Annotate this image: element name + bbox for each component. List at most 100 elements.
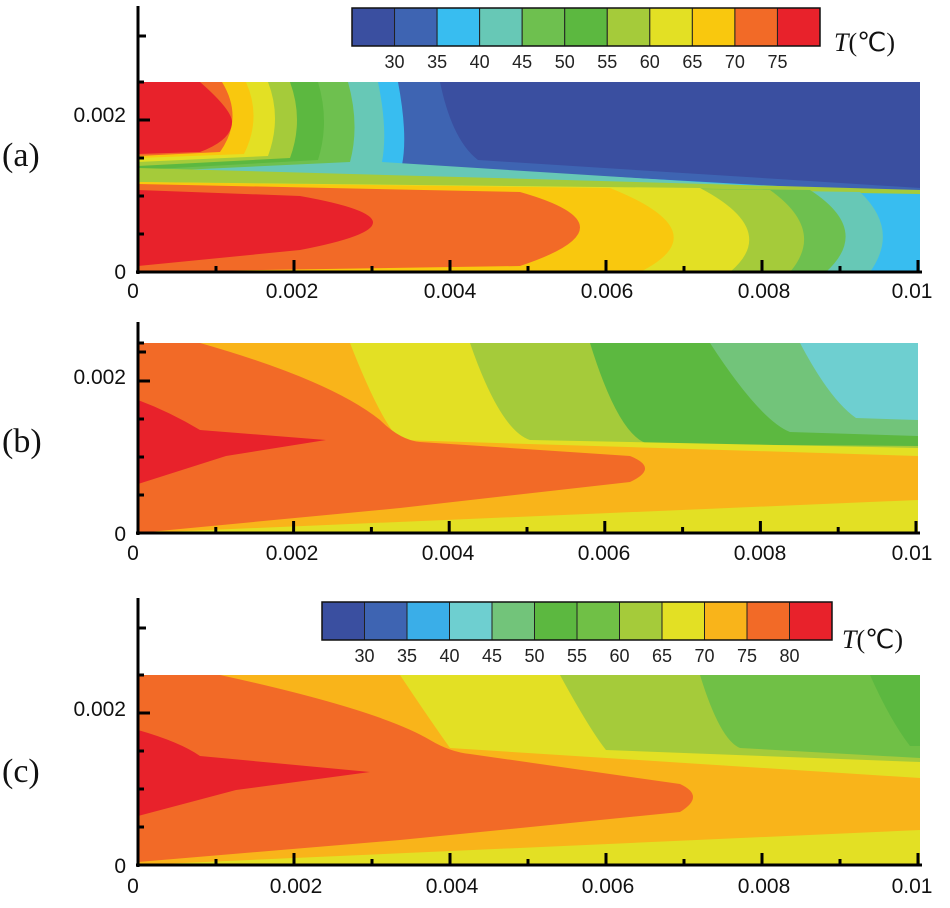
colorbar-tick-label: 35 [397, 646, 417, 666]
colorbar-swatch [321, 601, 365, 641]
colorbar-swatch [776, 7, 821, 47]
panel-b-x-tick-label: 0.006 [578, 542, 631, 565]
panel-b-contour-field [138, 343, 918, 533]
colorbar-swatch [436, 7, 481, 47]
panel-a-contour-field [138, 82, 920, 272]
panel-b-y-tick-label: 0 [114, 523, 126, 546]
panel-c-y-tick-label: 0 [114, 855, 126, 878]
panel-a-y-tick-labels: 0 0.002 [73, 104, 126, 284]
colorbar-tick-label: 60 [640, 52, 660, 72]
colorbar-tick-label: 50 [524, 646, 544, 666]
panel-c-colorbar-title-unit: (℃) [856, 625, 903, 654]
colorbar-swatch [364, 601, 408, 641]
panel-a-x-tick-label: 0.004 [424, 280, 477, 303]
colorbar-swatch [606, 7, 651, 47]
panel-a: 0 0.002 0.004 0.006 0.008 0.01 0 0.002 (… [2, 6, 932, 303]
panel-c-x-tick-label: 0.004 [426, 875, 479, 898]
panel-a-x-tick-label: 0.006 [581, 280, 634, 303]
panel-c-colorbar-labels: 30 35 40 45 50 55 60 65 70 75 80 [354, 646, 799, 666]
panel-c-ticks [136, 626, 920, 867]
colorbar-tick-label: 40 [470, 52, 490, 72]
panel-c-x-tick-labels: 0 0.002 0.004 0.006 0.008 0.01 [127, 875, 932, 898]
colorbar-tick-label: 65 [652, 646, 672, 666]
colorbar-tick-label: 35 [427, 52, 447, 72]
panel-c-colorbar [321, 601, 833, 641]
colorbar-swatch [521, 7, 566, 47]
colorbar-swatch [564, 7, 608, 47]
panel-c-colorbar-title: T(℃) [842, 625, 903, 654]
panel-c-contour-field [138, 675, 920, 865]
colorbar-tick-label: 30 [354, 646, 374, 666]
colorbar-swatch [534, 601, 578, 641]
panel-c-label: (c) [2, 753, 40, 790]
colorbar-swatch [394, 7, 438, 47]
colorbar-tick-label: 55 [597, 52, 617, 72]
colorbar-swatch [449, 601, 493, 641]
panel-a-y-tick-label: 0.002 [73, 104, 126, 127]
colorbar-tick-label: 45 [482, 646, 502, 666]
panel-c-y-tick-labels: 0 0.002 [73, 698, 126, 878]
colorbar-tick-label: 40 [439, 646, 459, 666]
panel-a-band-hot-top [138, 82, 232, 154]
panel-a-x-tick-label: 0.002 [266, 280, 319, 303]
colorbar-tick-label: 75 [767, 52, 787, 72]
panel-b-band-80 [138, 343, 645, 533]
panel-c: 0 0.002 0.004 0.006 0.008 0.01 0 0.002 (… [2, 598, 932, 898]
panel-b-label: (b) [2, 423, 42, 460]
panel-c-x-tick-label: 0.008 [738, 875, 791, 898]
panel-a-colorbar-title-var: T [834, 28, 850, 57]
panel-b-x-tick-label: 0.008 [734, 542, 787, 565]
panel-b-y-tick-label: 0.002 [73, 366, 126, 389]
colorbar-tick-label: 75 [737, 646, 757, 666]
panel-c-hot-core [138, 730, 370, 816]
colorbar-swatch [661, 601, 705, 641]
colorbar-swatch [649, 7, 693, 47]
panel-a-ticks [136, 34, 920, 274]
panel-a-x-tick-labels: 0 0.002 0.004 0.006 0.008 0.01 [127, 280, 932, 303]
colorbar-swatch [619, 601, 663, 641]
colorbar-swatch [704, 601, 748, 641]
panel-a-colorbar-title-unit: (℃) [848, 28, 895, 57]
colorbar-swatch [479, 7, 523, 47]
colorbar-frame [351, 7, 821, 47]
colorbar-tick-label: 50 [555, 52, 575, 72]
colorbar-tick-label: 65 [682, 52, 702, 72]
panel-c-x-tick-label: 0.01 [892, 875, 933, 898]
colorbar-swatch [351, 7, 396, 47]
panel-a-y-tick-label: 0 [114, 261, 126, 284]
panel-b-x-tick-label: 0 [127, 542, 139, 565]
colorbar-tick-label: 60 [609, 646, 629, 666]
panel-a-x-tick-label: 0.008 [738, 280, 791, 303]
colorbar-swatch [746, 601, 790, 641]
panel-a-x-tick-label: 0.01 [892, 280, 933, 303]
colorbar-tick-label: 30 [385, 52, 405, 72]
panel-b: 0 0.002 0.004 0.006 0.008 0.01 0 0.002 (… [2, 322, 932, 565]
panel-c-x-tick-label: 0.002 [270, 875, 323, 898]
colorbar-tick-label: 80 [779, 646, 799, 666]
colorbar-swatch [734, 7, 778, 47]
panel-b-x-tick-labels: 0 0.002 0.004 0.006 0.008 0.01 [127, 542, 932, 565]
colorbar-frame [321, 601, 833, 641]
panel-c-band-80 [138, 675, 693, 862]
panel-b-ticks [136, 341, 918, 535]
panel-c-x-tick-label: 0.006 [582, 875, 635, 898]
panel-b-x-tick-label: 0.01 [892, 542, 933, 565]
panel-a-lower-hot [138, 190, 373, 266]
colorbar-swatch [789, 601, 833, 641]
panel-b-y-tick-labels: 0 0.002 [73, 366, 126, 546]
colorbar-tick-label: 45 [512, 52, 532, 72]
panel-a-colorbar-labels: 30 35 40 45 50 55 60 65 70 75 [385, 52, 788, 72]
panel-b-hot-core [138, 400, 326, 484]
colorbar-tick-label: 70 [694, 646, 714, 666]
panel-c-y-tick-label: 0.002 [73, 698, 126, 721]
panel-a-label: (a) [2, 137, 40, 174]
panel-a-x-tick-label: 0 [127, 280, 139, 303]
colorbar-tick-label: 55 [567, 646, 587, 666]
panel-b-x-tick-label: 0.002 [266, 542, 319, 565]
colorbar-swatch [491, 601, 535, 641]
panel-b-x-tick-label: 0.004 [422, 542, 475, 565]
panel-a-colorbar [351, 7, 821, 47]
colorbar-swatch [576, 601, 620, 641]
